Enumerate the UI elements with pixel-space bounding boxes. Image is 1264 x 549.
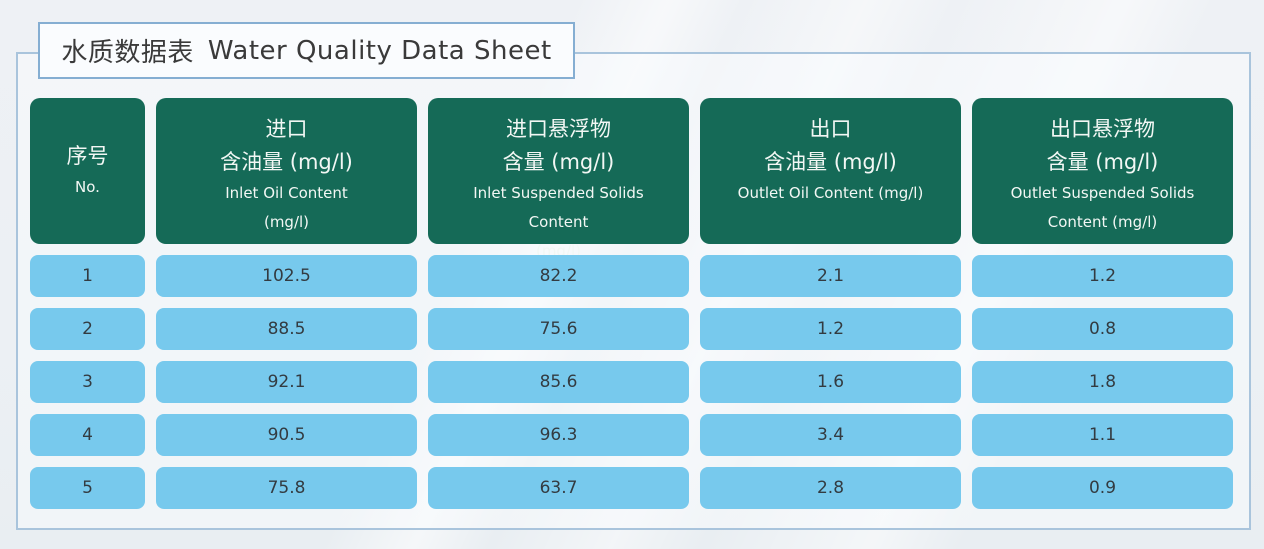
header-en-label: Inlet Suspended Solids Content	[473, 184, 644, 231]
outlet-suspended-cell: 1.8	[972, 361, 1233, 403]
header-zh-label: 出口悬浮物	[1050, 117, 1155, 141]
header-zh-label: 含油量 (mg/l)	[764, 150, 897, 174]
outlet-suspended-cell: 1.1	[972, 414, 1233, 456]
column-header-inlet-oil: 进口 含油量 (mg/l) Inlet Oil Content (mg/l)	[156, 98, 417, 244]
header-zh-label: 出口	[809, 117, 852, 141]
row-number-cell: 4	[30, 414, 145, 456]
inlet-suspended-cell: 82.2	[428, 255, 689, 297]
inlet-oil-cell: 75.8	[156, 467, 417, 509]
outlet-oil-cell: 2.1	[700, 255, 961, 297]
inlet-oil-cell: 88.5	[156, 308, 417, 350]
header-en-label: No.	[75, 178, 100, 196]
header-zh-label: 进口悬浮物	[506, 117, 611, 141]
outlet-suspended-cell: 0.8	[972, 308, 1233, 350]
header-zh-label: 含量 (mg/l)	[1046, 150, 1159, 174]
outlet-oil-cell: 2.8	[700, 467, 961, 509]
header-zh-label: 含量 (mg/l)	[502, 150, 615, 174]
outlet-oil-cell: 3.4	[700, 414, 961, 456]
column-header-inlet-suspended-solids: 进口悬浮物 含量 (mg/l) Inlet Suspended Solids C…	[428, 98, 689, 260]
header-en-label: Outlet Oil Content (mg/l)	[737, 184, 924, 202]
title-box: 水质数据表 Water Quality Data Sheet	[38, 22, 575, 79]
column-header-no: 序号 No.	[30, 98, 145, 244]
header-en-label: (mg/l)	[263, 213, 310, 231]
row-number-cell: 2	[30, 308, 145, 350]
inlet-suspended-cell: 63.7	[428, 467, 689, 509]
header-zh-label: 进口	[265, 117, 308, 141]
outlet-suspended-cell: 0.9	[972, 467, 1233, 509]
column-header-outlet-oil: 出口 含油量 (mg/l) Outlet Oil Content (mg/l)	[700, 98, 961, 244]
header-en-label: Inlet Oil Content	[225, 184, 348, 202]
row-number-cell: 1	[30, 255, 145, 297]
water-quality-table: 序号 No. 进口 含油量 (mg/l) Inlet Oil Content (…	[30, 98, 1233, 509]
column-header-outlet-suspended-solids: 出口悬浮物 含量 (mg/l) Outlet Suspended Solids …	[972, 98, 1233, 244]
inlet-oil-cell: 92.1	[156, 361, 417, 403]
page-title-zh: 水质数据表	[61, 38, 194, 68]
inlet-suspended-cell: 75.6	[428, 308, 689, 350]
header-en-label: Content (mg/l)	[1047, 213, 1158, 231]
header-en-label: Outlet Suspended Solids	[1010, 184, 1195, 202]
inlet-suspended-cell: 96.3	[428, 414, 689, 456]
outlet-oil-cell: 1.6	[700, 361, 961, 403]
inlet-oil-cell: 102.5	[156, 255, 417, 297]
inlet-suspended-cell: 85.6	[428, 361, 689, 403]
outlet-oil-cell: 1.2	[700, 308, 961, 350]
header-zh-label: 含油量 (mg/l)	[220, 150, 353, 174]
header-zh-label: 序号	[66, 144, 109, 168]
outlet-suspended-cell: 1.2	[972, 255, 1233, 297]
page-title-en: Water Quality Data Sheet	[207, 35, 552, 66]
row-number-cell: 5	[30, 467, 145, 509]
row-number-cell: 3	[30, 361, 145, 403]
inlet-oil-cell: 90.5	[156, 414, 417, 456]
